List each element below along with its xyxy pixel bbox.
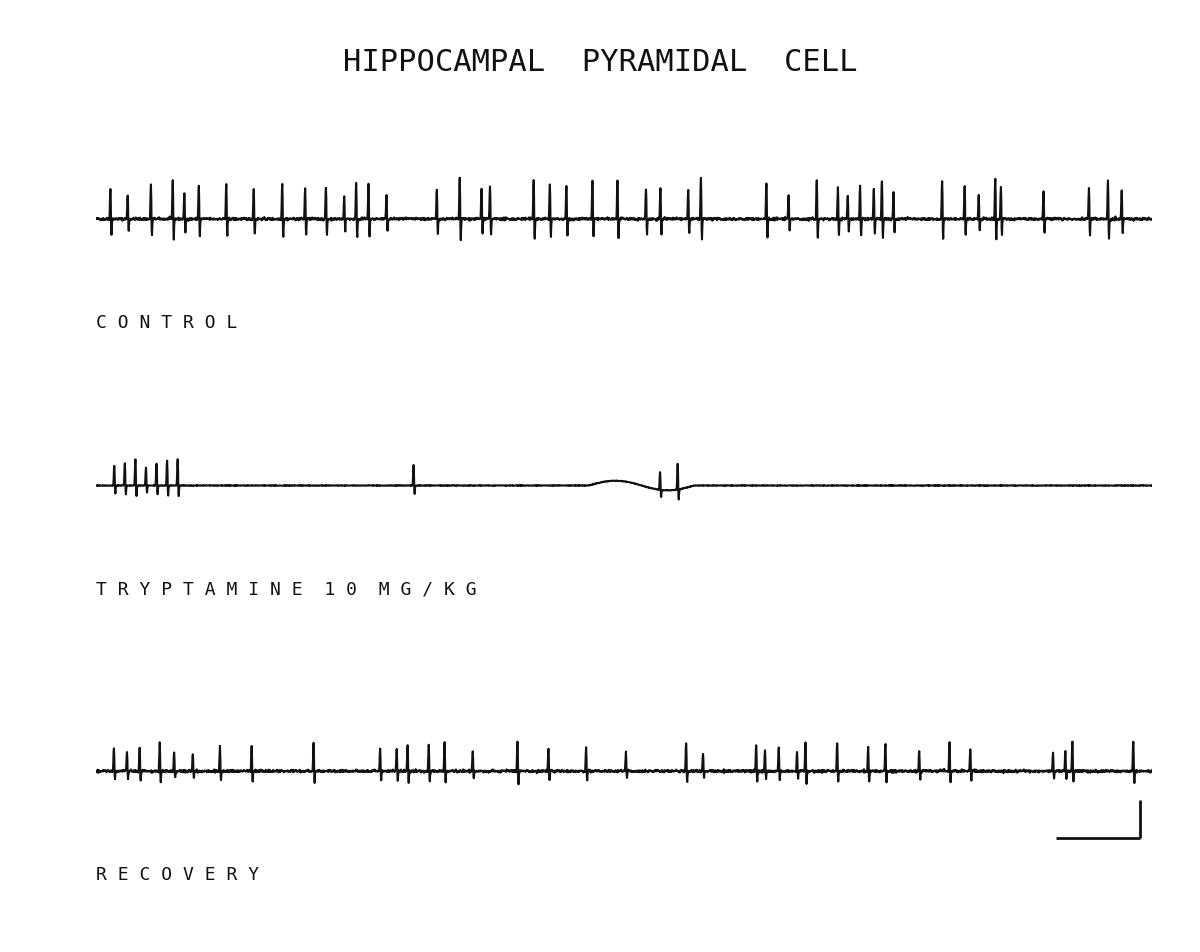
Text: T R Y P T A M I N E  1 0  M G / K G: T R Y P T A M I N E 1 0 M G / K G [96,581,476,599]
Text: HIPPOCAMPAL  PYRAMIDAL  CELL: HIPPOCAMPAL PYRAMIDAL CELL [343,48,857,76]
Text: C O N T R O L: C O N T R O L [96,314,238,332]
Text: R E C O V E R Y: R E C O V E R Y [96,866,259,884]
